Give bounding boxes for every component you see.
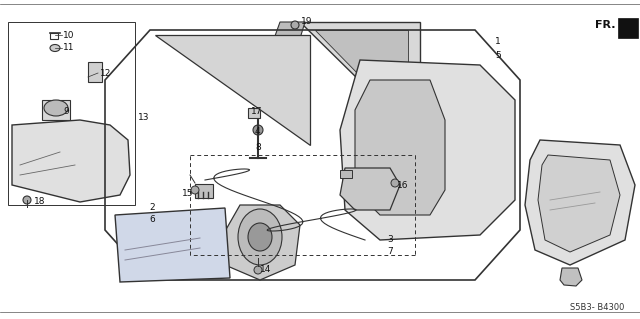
Ellipse shape: [291, 21, 299, 29]
Ellipse shape: [50, 44, 60, 51]
Text: 11: 11: [63, 43, 74, 53]
Ellipse shape: [23, 196, 31, 204]
Polygon shape: [270, 22, 305, 55]
FancyBboxPatch shape: [88, 62, 102, 82]
Ellipse shape: [391, 179, 399, 187]
Text: 8: 8: [255, 143, 260, 152]
Text: 16: 16: [397, 181, 408, 189]
Polygon shape: [538, 155, 620, 252]
Polygon shape: [560, 268, 582, 286]
Text: 17: 17: [251, 108, 262, 116]
Text: 10: 10: [63, 31, 74, 40]
Polygon shape: [315, 30, 408, 125]
FancyBboxPatch shape: [195, 184, 213, 198]
Polygon shape: [340, 168, 400, 210]
Text: S5B3- B4300: S5B3- B4300: [570, 303, 625, 313]
Text: 9: 9: [63, 108, 68, 116]
Text: 3: 3: [387, 235, 393, 244]
Text: 2: 2: [149, 204, 155, 212]
FancyBboxPatch shape: [248, 108, 260, 118]
Text: FR.: FR.: [595, 20, 616, 30]
Text: 5: 5: [495, 51, 500, 61]
Text: 12: 12: [100, 69, 111, 78]
Polygon shape: [115, 208, 230, 282]
Text: 1: 1: [495, 38, 500, 47]
Ellipse shape: [254, 266, 262, 274]
Ellipse shape: [238, 209, 282, 265]
Polygon shape: [525, 140, 635, 265]
Ellipse shape: [248, 223, 272, 251]
Text: 7: 7: [387, 248, 393, 256]
Polygon shape: [155, 35, 310, 145]
FancyBboxPatch shape: [42, 100, 70, 120]
Text: 6: 6: [149, 216, 155, 225]
FancyBboxPatch shape: [340, 170, 352, 178]
Polygon shape: [355, 80, 445, 215]
Polygon shape: [220, 205, 300, 280]
Polygon shape: [12, 120, 130, 202]
Text: 15: 15: [182, 189, 193, 197]
Polygon shape: [340, 60, 515, 240]
Text: 18: 18: [34, 197, 45, 206]
Text: 14: 14: [260, 265, 271, 275]
Ellipse shape: [191, 186, 199, 194]
Text: 4: 4: [255, 128, 260, 137]
Ellipse shape: [44, 100, 68, 116]
Ellipse shape: [253, 125, 263, 135]
Text: 19: 19: [301, 18, 312, 26]
Text: 13: 13: [138, 114, 150, 122]
Polygon shape: [618, 18, 638, 38]
Polygon shape: [300, 22, 420, 140]
